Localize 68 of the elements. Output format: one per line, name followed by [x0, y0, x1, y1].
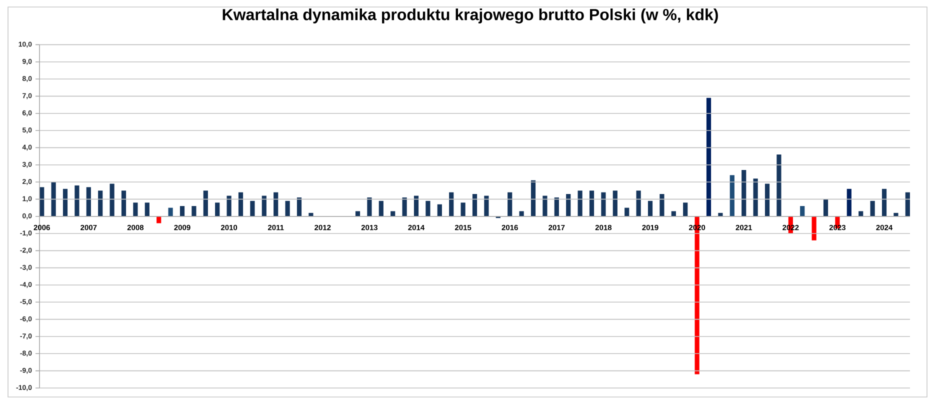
bar	[718, 212, 723, 216]
bar	[285, 200, 290, 216]
bar	[530, 180, 536, 216]
bar	[308, 212, 314, 216]
bar	[296, 197, 302, 216]
bar	[858, 211, 864, 216]
bar	[566, 194, 571, 216]
bar	[519, 211, 524, 216]
bar	[589, 190, 594, 216]
bar	[730, 175, 734, 216]
bar	[905, 192, 910, 216]
bar	[823, 199, 828, 216]
bar	[215, 202, 220, 216]
bar	[426, 200, 430, 216]
bar	[192, 206, 196, 216]
bar	[226, 196, 232, 216]
bar	[800, 206, 805, 216]
bar	[753, 178, 758, 216]
bar	[110, 184, 114, 216]
chart-title: Kwartalna dynamika produktu krajowego brutto Polski (w %, kdk)	[222, 8, 718, 24]
bar	[238, 192, 244, 216]
bar	[870, 200, 875, 216]
bar	[203, 190, 208, 216]
bar	[648, 200, 653, 216]
bar	[683, 202, 688, 216]
bar	[882, 188, 887, 216]
bar	[98, 190, 103, 216]
bar	[449, 192, 454, 216]
bar	[274, 192, 278, 216]
bar	[367, 197, 372, 216]
bar	[484, 196, 489, 216]
bar	[508, 192, 512, 216]
bar	[144, 202, 150, 216]
bar	[250, 200, 255, 216]
bar	[764, 184, 770, 216]
bar	[86, 187, 91, 216]
bar	[894, 212, 898, 216]
bar	[554, 197, 559, 216]
bar	[355, 211, 360, 216]
bar	[460, 202, 466, 216]
bar	[660, 194, 664, 216]
bar	[601, 192, 606, 216]
bar	[74, 185, 80, 216]
bar	[624, 208, 630, 216]
bar	[437, 204, 442, 216]
bar	[378, 200, 384, 216]
bar	[612, 190, 618, 216]
bar	[262, 196, 266, 216]
bar	[636, 190, 641, 216]
bar	[472, 194, 478, 216]
bar	[156, 216, 162, 224]
bar	[168, 208, 173, 216]
bar	[578, 190, 582, 216]
bar	[742, 170, 746, 216]
bar	[121, 190, 126, 216]
bar	[542, 196, 548, 216]
bar	[51, 182, 56, 216]
bar	[706, 98, 712, 216]
bar	[180, 206, 185, 216]
bar	[812, 216, 816, 240]
bar	[671, 211, 676, 216]
bar	[402, 197, 407, 216]
bar	[846, 188, 852, 216]
bar	[776, 154, 782, 216]
bar	[62, 188, 68, 216]
bar	[390, 211, 396, 216]
bar	[414, 196, 419, 216]
bar	[133, 202, 138, 216]
